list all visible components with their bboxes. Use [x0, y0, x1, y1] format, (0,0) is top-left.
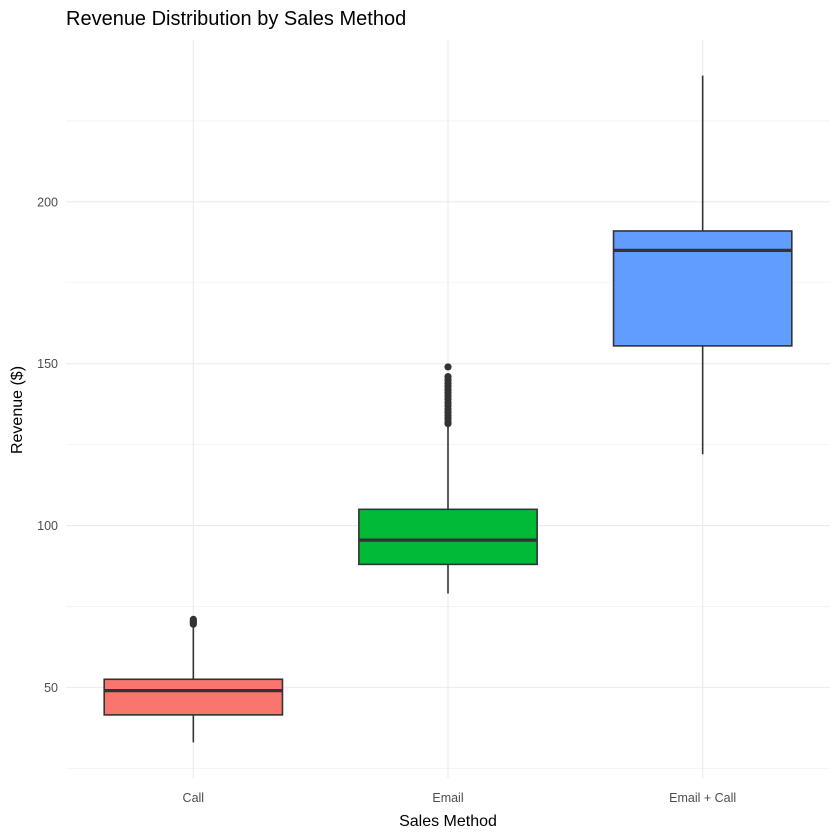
outlier-point: [189, 615, 197, 623]
x-tick-label: Call: [183, 791, 205, 805]
box-call: [103, 615, 284, 743]
y-axis-ticks: 50 100 150 200: [37, 195, 58, 695]
x-tick-label: Email: [432, 791, 463, 805]
x-tick-label: Email + Call: [669, 791, 736, 805]
box-email: [358, 363, 538, 594]
y-tick-label: 100: [37, 519, 58, 533]
y-tick-label: 200: [37, 195, 58, 209]
outlier-point: [444, 363, 452, 371]
iqr-box: [103, 678, 284, 716]
iqr-box: [612, 230, 793, 347]
y-tick-label: 50: [44, 681, 58, 695]
y-axis-title: Revenue ($): [9, 366, 26, 454]
chart-title: Revenue Distribution by Sales Method: [66, 8, 406, 30]
y-tick-label: 150: [37, 357, 58, 371]
x-axis-title: Sales Method: [399, 813, 497, 830]
boxplot-series: [103, 75, 793, 743]
outlier-point: [444, 373, 452, 381]
x-axis-ticks: Call Email Email + Call: [183, 791, 737, 805]
box-email-call: [612, 75, 793, 455]
iqr-box: [358, 508, 538, 566]
